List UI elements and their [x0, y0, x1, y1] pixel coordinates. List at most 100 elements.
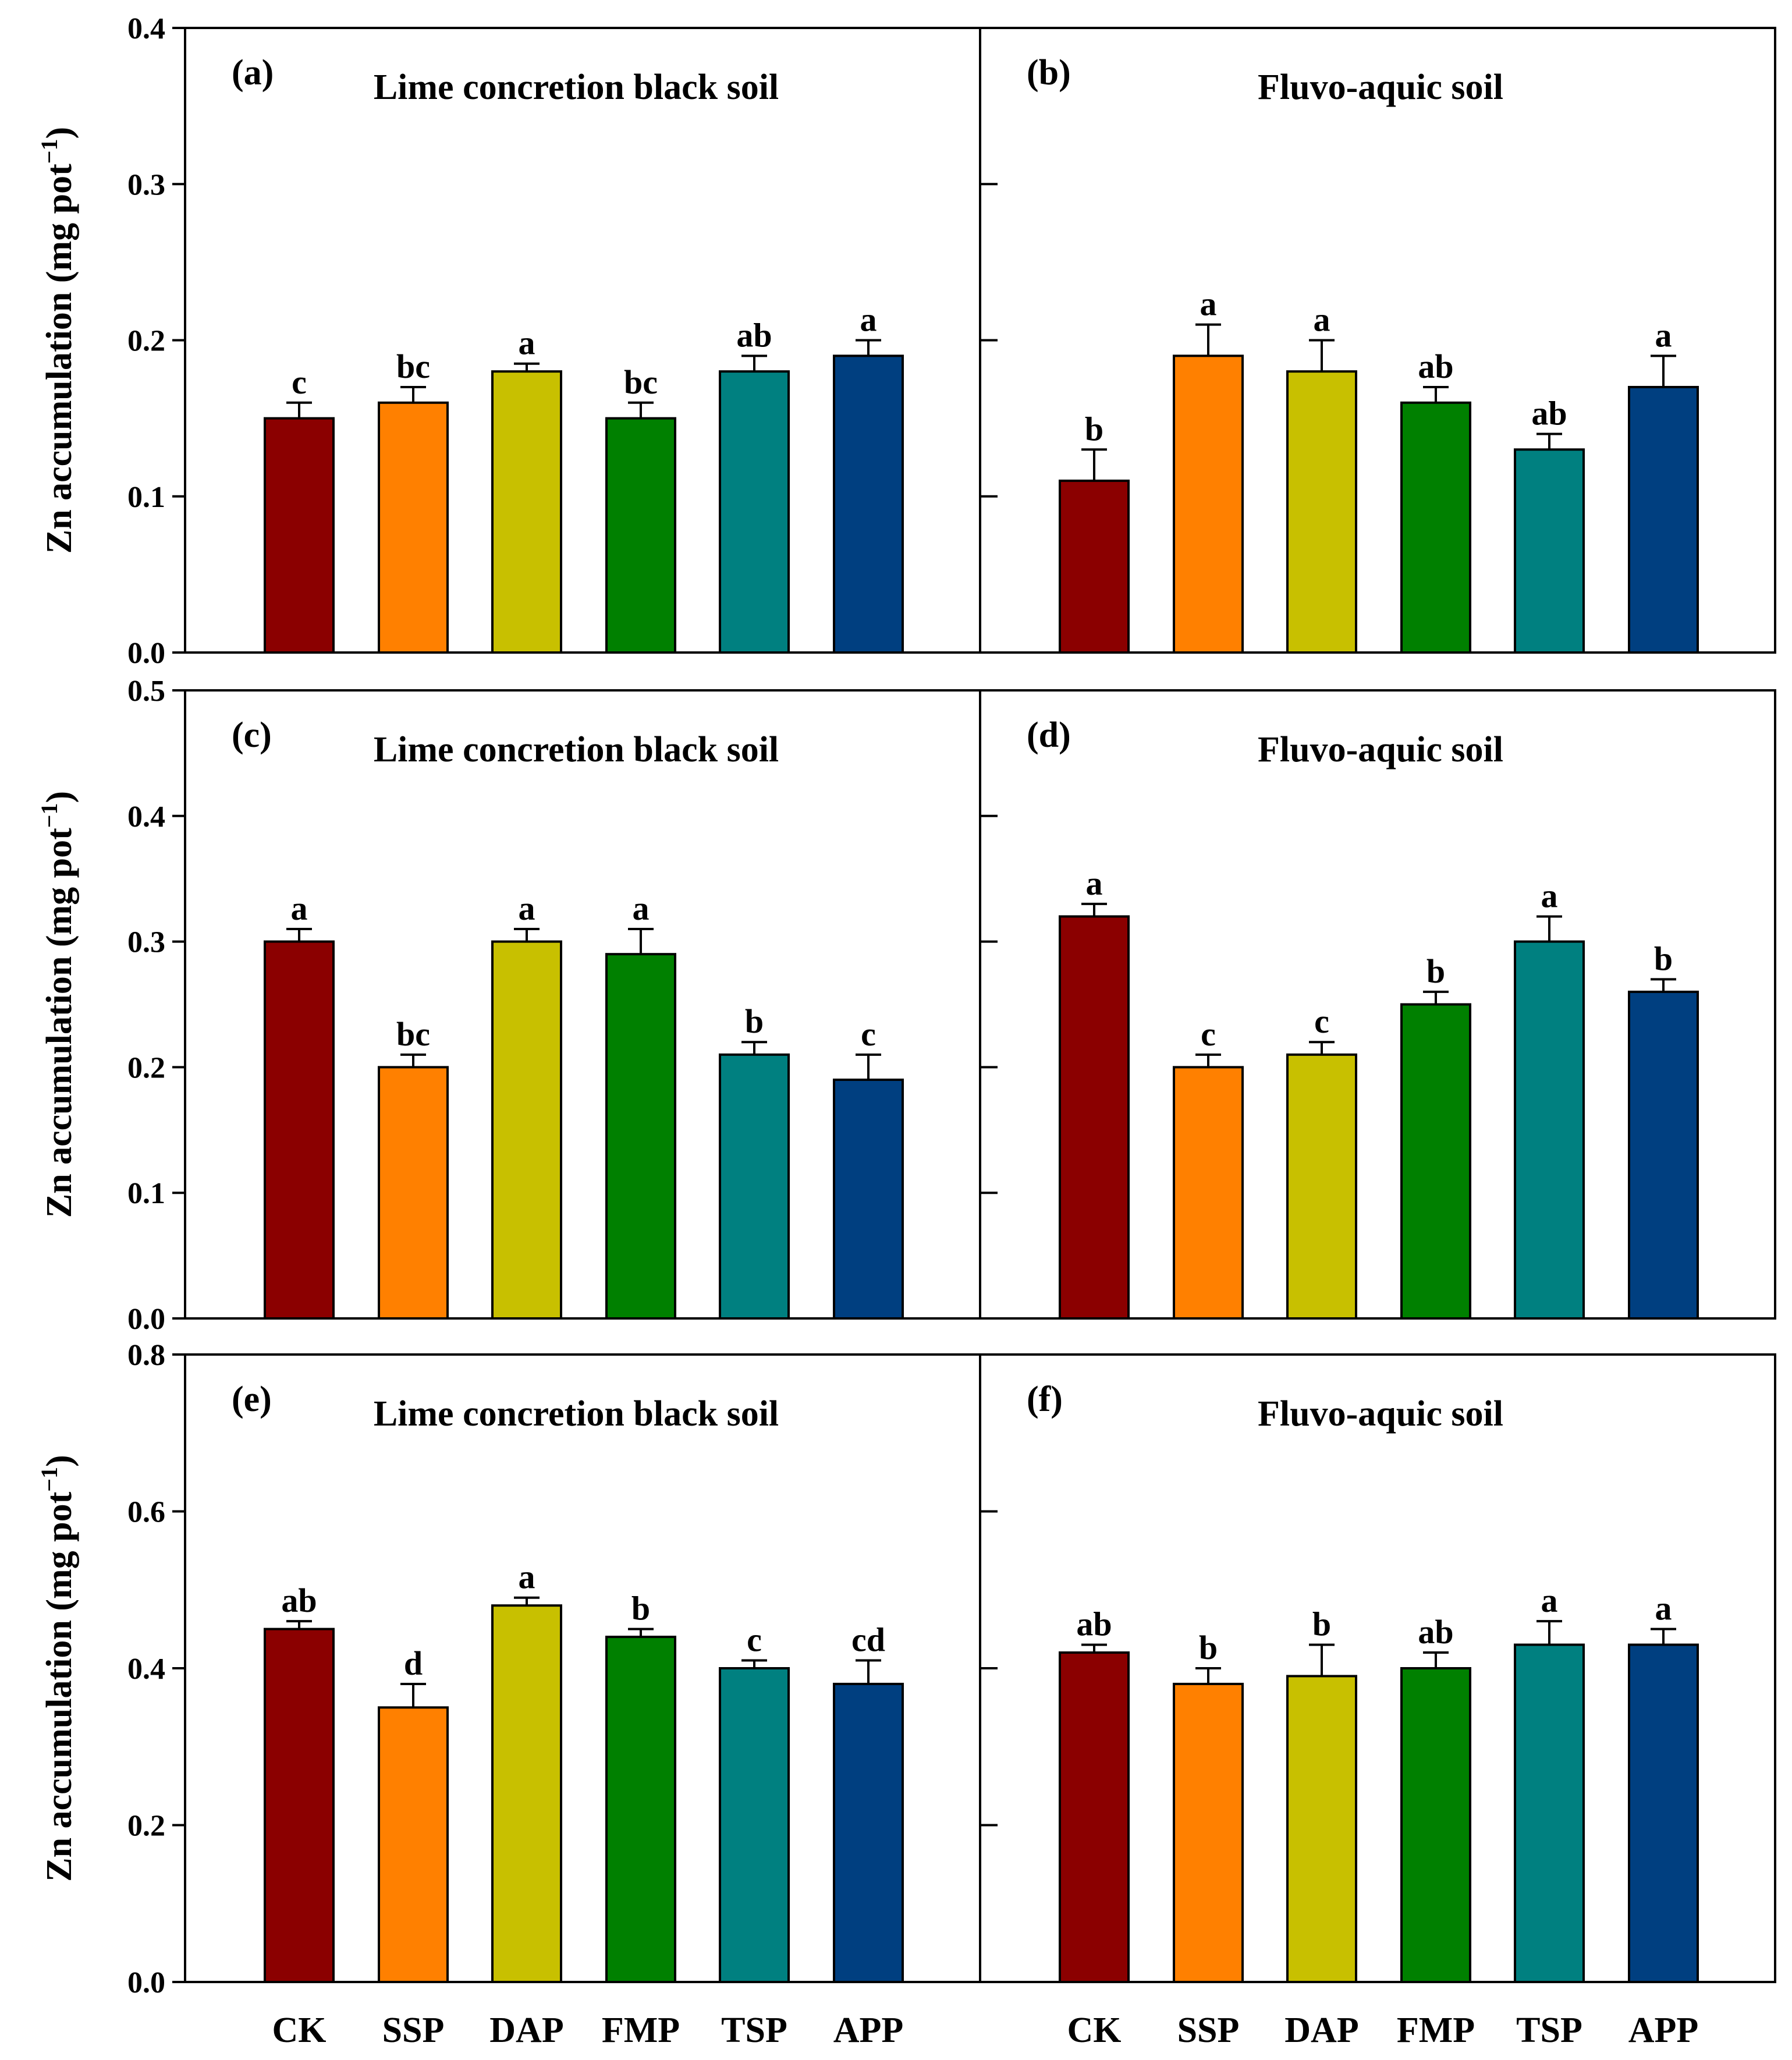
y-tick-label: 0.0	[127, 637, 165, 670]
significance-letter: a	[1655, 316, 1672, 354]
panel-tag: (d)	[1027, 715, 1071, 755]
bar-app	[1628, 990, 1699, 1320]
y-tick-label: 0.4	[127, 12, 165, 45]
bar-tsp	[1514, 448, 1585, 654]
bar-ssp	[1173, 1066, 1244, 1320]
bar-ck	[1059, 915, 1130, 1320]
bar-fmp	[1400, 401, 1471, 654]
bar-dap	[1286, 1675, 1357, 1984]
bar-tsp	[719, 370, 790, 654]
bar-fmp	[605, 1636, 676, 1984]
x-category-label: FMP	[1397, 2011, 1475, 2050]
panel-d: (d) Fluvo-aquic soil a c c b a b	[979, 689, 1776, 1320]
panel-a: 0.0 0.1 0.2 0.3 0.4 (a) Lime concretion black …	[36, 12, 981, 670]
significance-letter: a	[519, 889, 535, 927]
significance-letter: a	[1314, 301, 1330, 339]
bar-dap	[491, 370, 562, 654]
significance-letter: c	[1201, 1015, 1216, 1053]
y-axis-label: Zn accumulation (mg pot−1)	[36, 127, 79, 554]
y-tick-label: 0.2	[127, 1810, 165, 1843]
bar-tsp	[719, 1667, 790, 1983]
panel-tag: (f)	[1027, 1380, 1063, 1419]
bar-ck	[1059, 479, 1130, 654]
panel-title: Lime concretion black soil	[374, 1394, 779, 1434]
panel-tag: (c)	[232, 715, 272, 755]
significance-letter: a	[1541, 877, 1558, 914]
x-category-label: TSP	[1516, 2011, 1582, 2050]
significance-letter: a	[519, 1558, 535, 1596]
y-tick-label: 0.3	[127, 926, 165, 959]
significance-letter: b	[1085, 410, 1103, 448]
significance-letter: ab	[281, 1582, 317, 1619]
significance-letter: cd	[851, 1621, 885, 1659]
bar-app	[1628, 385, 1699, 654]
significance-letter: d	[404, 1644, 423, 1682]
y-axis-label: Zn accumulation (mg pot−1)	[36, 1455, 79, 1881]
bar-dap	[491, 1604, 562, 1983]
panel-title: Lime concretion black soil	[374, 68, 779, 107]
panel-frame	[979, 689, 1776, 1320]
significance-letter: a	[633, 889, 650, 927]
y-tick-label: 0.4	[127, 1653, 165, 1686]
x-category-label: DAP	[1284, 2011, 1358, 2050]
panel-title: Fluvo-aquic soil	[1258, 730, 1503, 770]
significance-letter: a	[1086, 864, 1103, 902]
bar-ssp	[1173, 354, 1244, 654]
bar-tsp	[1514, 940, 1585, 1320]
y-tick-label: 0.0	[127, 1966, 165, 1999]
bar-tsp	[719, 1053, 790, 1320]
panel-tag: (a)	[232, 53, 274, 93]
y-tick-label: 0.2	[127, 1051, 165, 1084]
x-category-label: APP	[1628, 2011, 1699, 2050]
significance-letter: ab	[1076, 1605, 1112, 1643]
bar-dap	[491, 940, 562, 1320]
significance-letter: a	[519, 324, 535, 362]
y-tick-label: 0.4	[127, 800, 165, 834]
y-tick-label: 0.6	[127, 1496, 165, 1529]
x-category-label: CK	[1067, 2011, 1122, 2050]
significance-letter: b	[1654, 939, 1673, 977]
bar-fmp	[1400, 1003, 1471, 1320]
panel-f: (f) Fluvo-aquic soil ab b b ab a a CK SSP DAP FMP TS…	[979, 1353, 1776, 2050]
panel-title: Lime concretion black soil	[374, 730, 779, 770]
x-category-label: CK	[272, 2011, 327, 2050]
significance-letter: c	[747, 1621, 762, 1659]
significance-letter: b	[1199, 1629, 1218, 1667]
bar-ssp	[378, 1706, 449, 1983]
significance-letter: ab	[1418, 1613, 1453, 1651]
panel-tag: (e)	[232, 1380, 272, 1419]
significance-letter: bc	[396, 1015, 430, 1053]
bar-app	[833, 1682, 904, 1983]
panel-e: 0.0 0.2 0.4 0.6 0.8 (e) Lime concretion black …	[36, 1339, 981, 2050]
y-tick-label: 0.8	[127, 1339, 165, 1372]
panel-title: Fluvo-aquic soil	[1258, 1394, 1503, 1434]
x-category-label: SSP	[1177, 2011, 1240, 2050]
bar-ssp	[1173, 1682, 1244, 1983]
bar-dap	[1286, 1053, 1357, 1320]
significance-letter: ab	[1418, 348, 1453, 385]
significance-letter: b	[1426, 952, 1445, 990]
bar-dap	[1286, 370, 1357, 654]
panel-c: 0.0 0.1 0.2 0.3 0.4 0.5 (c) Lime concretion bla…	[36, 675, 981, 1336]
y-tick-label: 0.0	[127, 1303, 165, 1336]
bar-fmp	[605, 417, 676, 654]
bar-tsp	[1514, 1643, 1585, 1983]
significance-letter: ab	[736, 316, 772, 354]
panel-title: Fluvo-aquic soil	[1258, 68, 1503, 107]
bar-ssp	[378, 1066, 449, 1320]
significance-letter: a	[1541, 1582, 1558, 1619]
significance-letter: bc	[396, 348, 430, 385]
x-category-label: SSP	[382, 2011, 445, 2050]
bar-ck	[264, 1628, 335, 1983]
significance-letter: a	[860, 301, 877, 339]
significance-letter: b	[631, 1590, 650, 1628]
bar-ck	[1059, 1651, 1130, 1984]
bar-ck	[264, 417, 335, 654]
bar-app	[833, 1078, 904, 1320]
significance-letter: c	[1314, 1002, 1329, 1040]
bar-fmp	[605, 953, 676, 1320]
bar-ssp	[378, 401, 449, 654]
significance-letter: ab	[1531, 394, 1567, 432]
significance-letter: a	[291, 889, 308, 927]
y-tick-label: 0.3	[127, 168, 165, 201]
